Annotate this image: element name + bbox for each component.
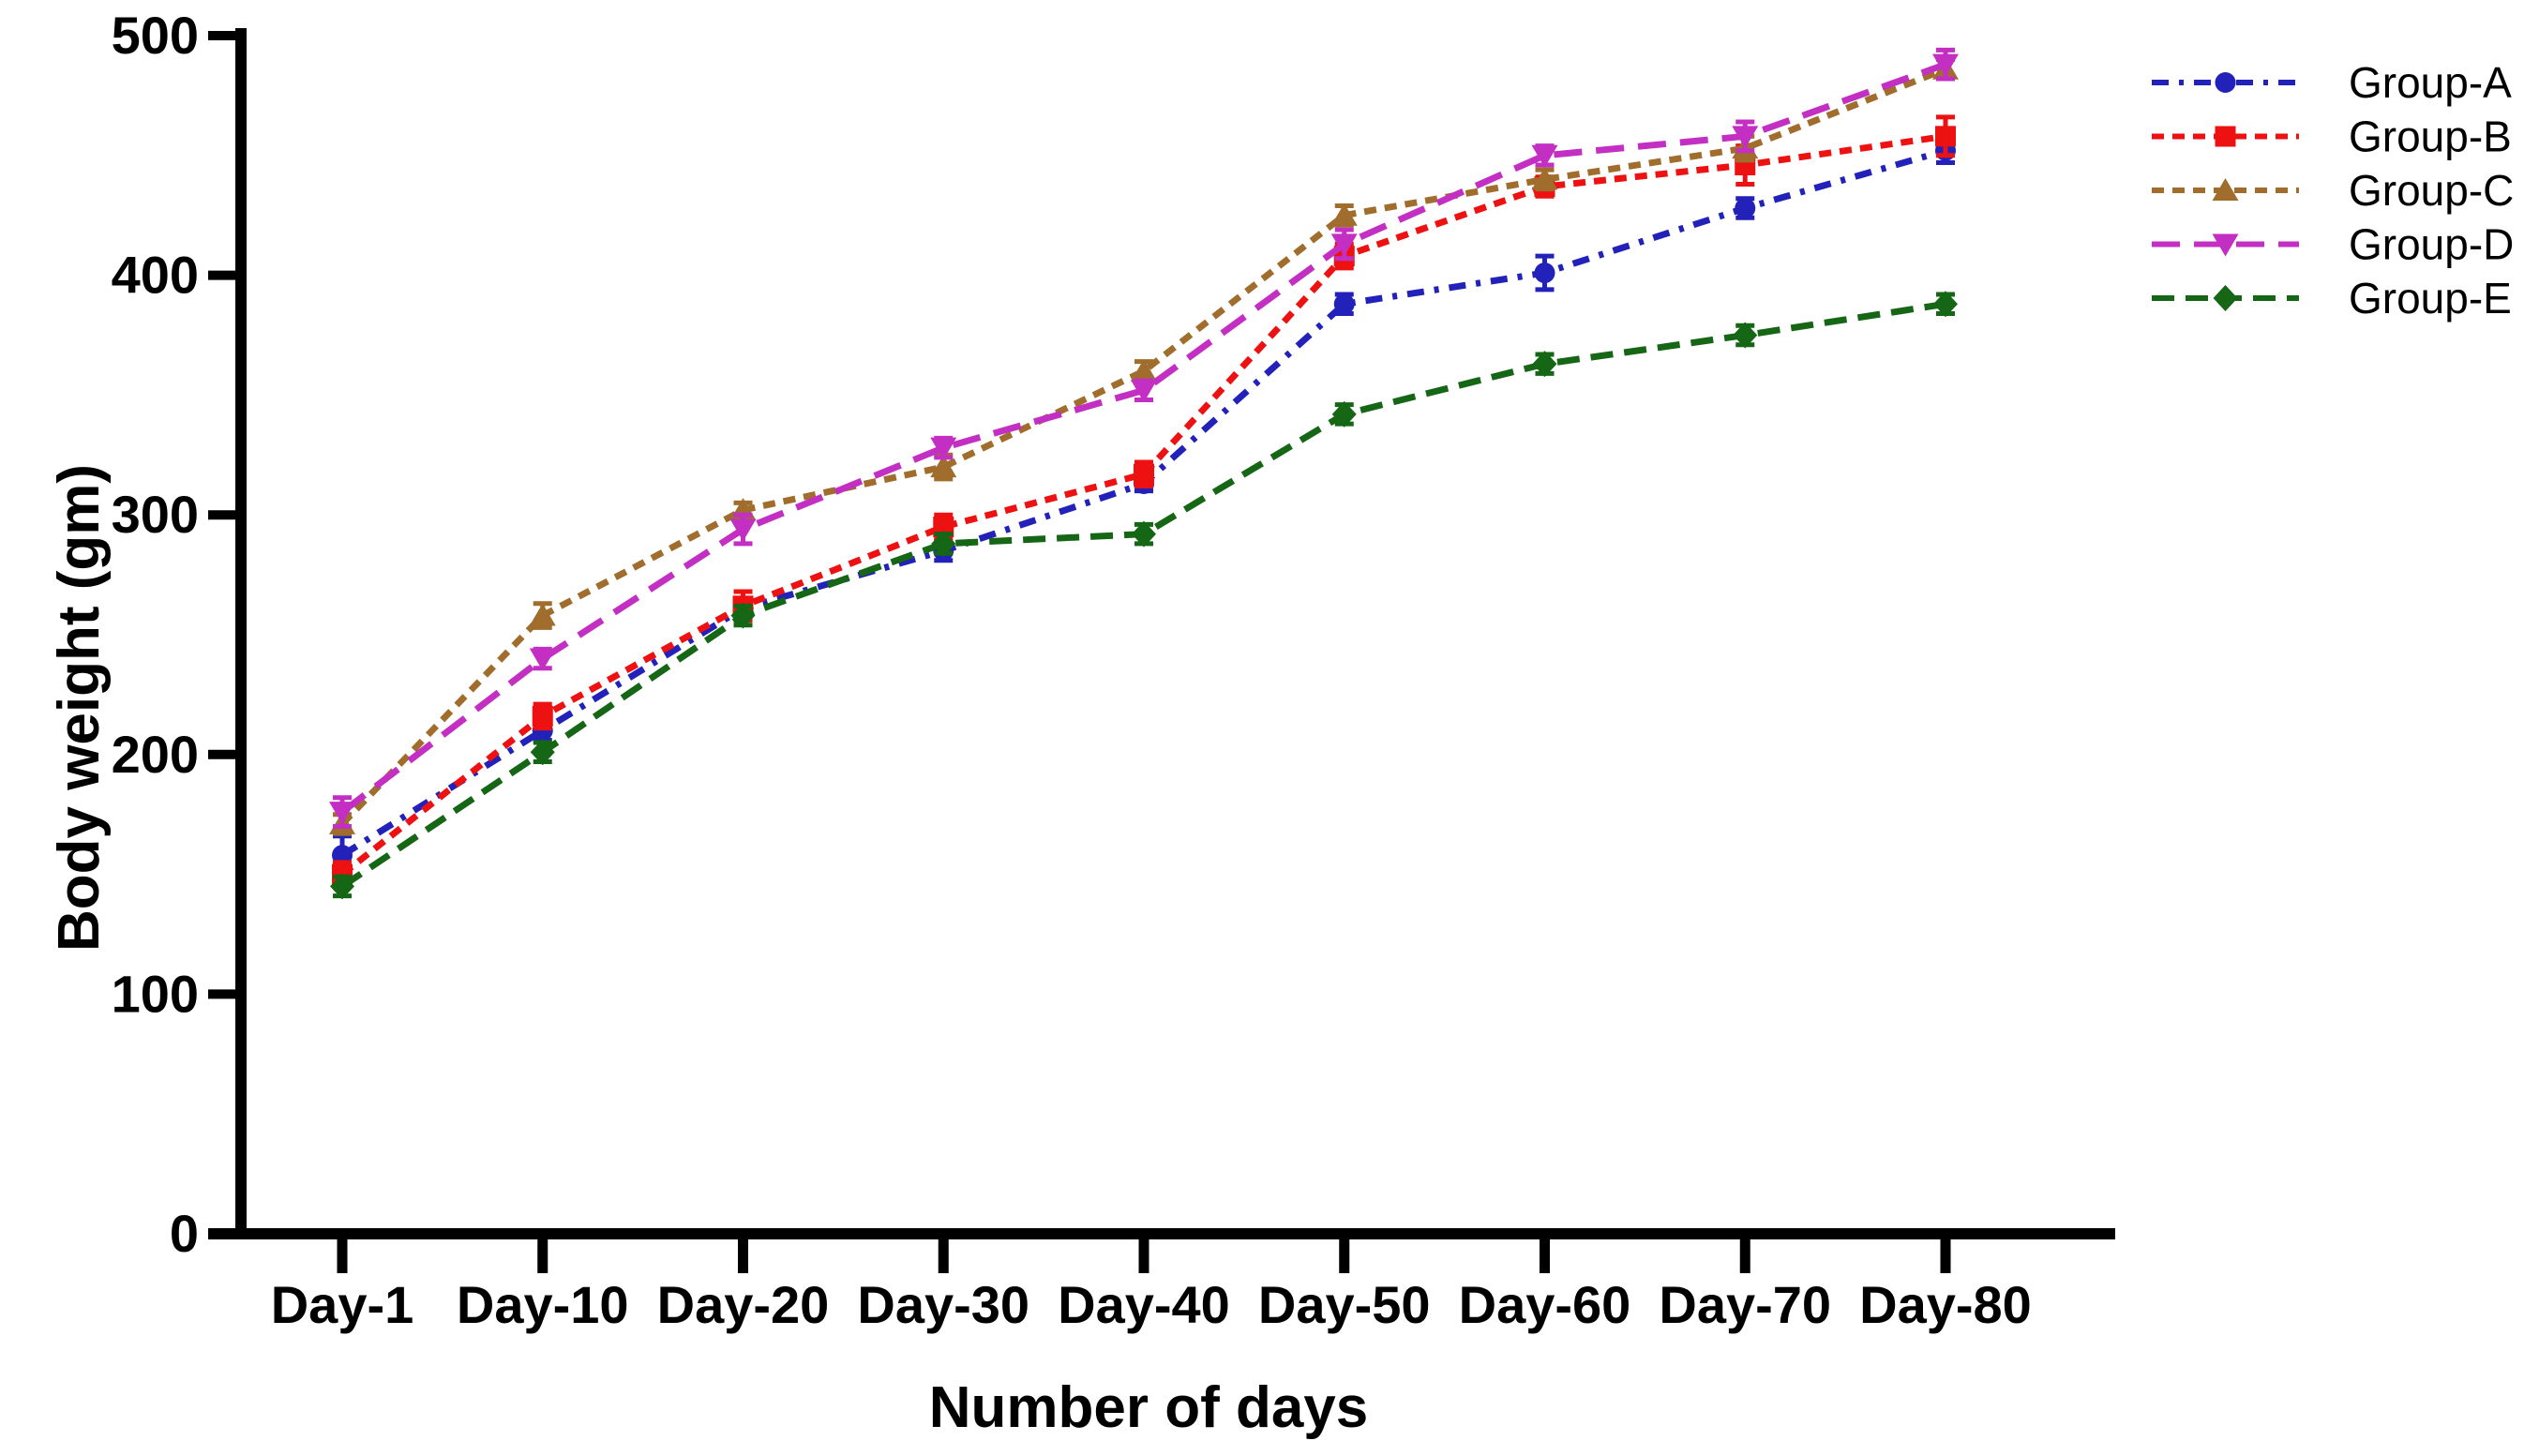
data-point-triangle-up (930, 455, 957, 478)
data-point-triangle-up (1531, 167, 1558, 190)
y-tick-label: 0 (170, 1204, 199, 1263)
data-point-triangle-up (1330, 203, 1358, 226)
legend-item-group-a: Group-A (2152, 58, 2512, 107)
x-tick-label: Day-40 (1058, 1275, 1230, 1334)
legend-label: Group-B (2349, 113, 2512, 161)
series-group-a (332, 136, 1956, 878)
data-point-square (1134, 463, 1154, 485)
series-line (339, 61, 1947, 815)
y-axis-title: Body weight (gm) (47, 464, 112, 952)
series-group-e (330, 291, 1958, 900)
data-point-diamond (1331, 400, 1357, 428)
data-point-triangle-down (1732, 126, 1759, 149)
data-point-diamond (2213, 285, 2238, 311)
data-point-diamond (530, 739, 555, 766)
data-point-triangle-down (1932, 53, 1959, 77)
data-point-diamond (1733, 322, 1758, 349)
data-point-circle (1333, 293, 1355, 315)
data-point-square (1935, 126, 1956, 147)
data-point-diamond (1532, 351, 1557, 378)
data-point-triangle-down (2212, 233, 2239, 257)
series-group-c (329, 56, 1959, 836)
data-point-triangle-down (930, 437, 957, 460)
x-tick-label: Day-30 (857, 1275, 1029, 1334)
data-point-triangle-up (529, 603, 556, 626)
series-line (340, 147, 1946, 859)
y-tick-label: 200 (112, 725, 199, 784)
legend-label: Group-D (2349, 220, 2514, 269)
x-axis-title: Number of days (929, 1375, 1369, 1440)
data-point-triangle-down (1531, 144, 1558, 168)
data-point-square (2215, 126, 2236, 147)
data-point-square (532, 705, 553, 727)
x-tick-label: Day-60 (1459, 1275, 1631, 1334)
x-tick-label: Day-50 (1258, 1275, 1431, 1334)
data-point-diamond (1132, 520, 1156, 548)
data-point-circle (1735, 198, 1756, 219)
y-tick-label: 500 (112, 6, 199, 65)
x-tick-label: Day-70 (1659, 1275, 1831, 1334)
series-layer (329, 47, 1959, 900)
data-point-triangle-down (529, 648, 556, 671)
y-tick-label: 100 (112, 964, 199, 1023)
data-point-triangle-down (729, 518, 757, 542)
legend-label: Group-A (2349, 58, 2512, 107)
data-point-triangle-up (2212, 178, 2239, 201)
data-point-diamond (330, 873, 354, 900)
data-point-triangle-down (1330, 233, 1358, 257)
legend-item-group-e: Group-E (2152, 274, 2512, 323)
data-point-diamond (1933, 291, 1958, 318)
data-point-triangle-down (329, 802, 355, 825)
y-tick-label: 400 (112, 246, 199, 305)
series-line (339, 132, 1946, 878)
legend-item-group-d: Group-D (2152, 220, 2514, 269)
data-point-triangle-down (1131, 380, 1157, 403)
data-point-circle (2215, 72, 2236, 93)
legend-label: Group-E (2349, 274, 2512, 323)
axes-layer: 0 100 200 300 400 500 Day-1 Day-10 Day-20 Day-30 D… (112, 6, 2115, 1334)
x-tick-label: Day-80 (1859, 1275, 2032, 1334)
x-tick-label: Day-1 (271, 1275, 414, 1334)
series-group-b (332, 114, 1956, 889)
y-tick-label: 300 (112, 485, 199, 544)
series-group-d (329, 47, 1959, 829)
x-tick-label: Day-10 (457, 1275, 629, 1334)
data-point-diamond (931, 530, 956, 557)
data-point-triangle-up (1131, 358, 1157, 382)
legend-item-group-c: Group-C (2152, 166, 2514, 215)
data-point-diamond (730, 602, 756, 629)
legend: Group-A Group-B Group-C Group-D Group-E (2152, 58, 2514, 323)
legend-label: Group-C (2349, 166, 2514, 215)
legend-item-group-b: Group-B (2152, 113, 2512, 161)
data-point-circle (1534, 263, 1555, 284)
x-tick-label: Day-20 (657, 1275, 830, 1334)
series-line (339, 66, 1947, 827)
